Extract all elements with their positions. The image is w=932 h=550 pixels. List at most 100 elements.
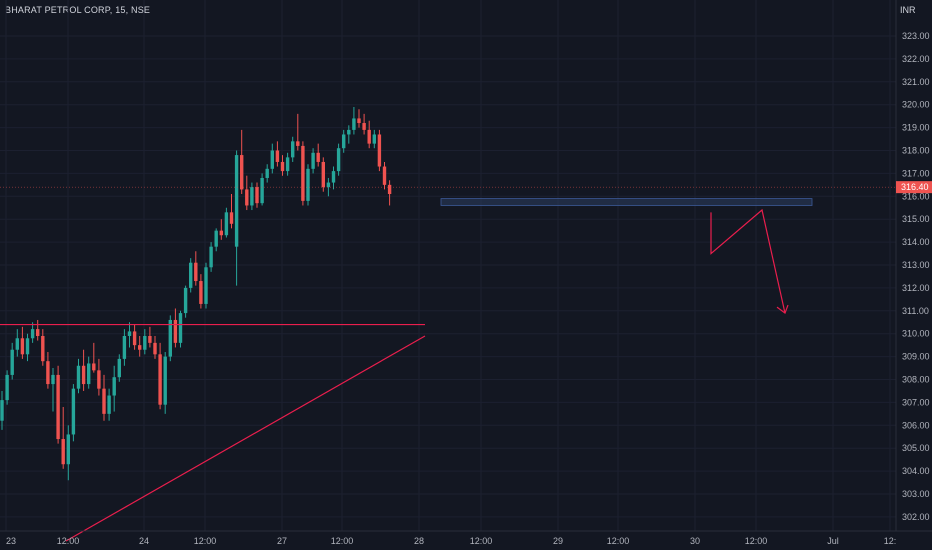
y-tick-label-17: 319.00 xyxy=(902,123,930,133)
candle-body-18 xyxy=(92,363,96,371)
candle-body-62 xyxy=(316,152,320,162)
candle-body-69 xyxy=(352,118,356,130)
candle-body-8 xyxy=(41,335,45,362)
y-tick-label-7: 309.00 xyxy=(902,352,930,362)
x-tick-label-2: 24 xyxy=(139,536,149,546)
candle-body-53 xyxy=(270,150,274,169)
candle-body-61 xyxy=(311,152,315,169)
candle-body-38 xyxy=(194,262,198,282)
y-tick-label-11: 313.00 xyxy=(902,260,930,270)
candle-body-48 xyxy=(245,189,249,206)
x-tick-label-5: 12:00 xyxy=(331,536,354,546)
y-tick-label-10: 312.00 xyxy=(902,283,930,293)
y-tick-label-18: 320.00 xyxy=(902,100,930,110)
candle-body-21 xyxy=(107,395,111,414)
candle-body-33 xyxy=(168,319,172,357)
y-tick-label-12: 314.00 xyxy=(902,237,930,247)
candle-body-30 xyxy=(153,342,157,355)
candle-body-19 xyxy=(97,370,101,389)
x-tick-label-1: 12:00 xyxy=(57,536,80,546)
candle-body-36 xyxy=(183,287,188,314)
y-tick-label-6: 308.00 xyxy=(902,375,930,385)
candle-body-43 xyxy=(219,230,223,236)
price-axis[interactable]: 302.00 303.00 304.00 305.00 306.00 307.00 308.… xyxy=(896,31,932,522)
last-price-label: 316.40 xyxy=(901,182,929,192)
candle-body-0 xyxy=(0,400,4,421)
x-tick-label-3: 12:00 xyxy=(194,536,217,546)
candle-body-66 xyxy=(336,148,341,172)
candle-body-45 xyxy=(229,212,234,224)
candle-body-14 xyxy=(71,388,76,435)
candle-body-17 xyxy=(87,363,91,385)
x-tick-label-4: 27 xyxy=(277,536,287,546)
y-tick-label-4: 306.00 xyxy=(902,420,930,430)
candle-body-46 xyxy=(234,155,239,247)
y-tick-label-3: 305.00 xyxy=(902,443,930,453)
candle-body-76 xyxy=(387,184,392,195)
y-tick-label-20: 322.00 xyxy=(902,54,930,64)
candle-body-71 xyxy=(362,123,366,130)
candle-body-42 xyxy=(214,230,218,247)
candle-body-51 xyxy=(260,177,264,204)
candle-body-28 xyxy=(143,335,147,350)
candle-body-39 xyxy=(199,281,203,304)
y-tick-label-9: 311.00 xyxy=(902,306,929,316)
candle-body-11 xyxy=(56,374,60,440)
y-tick-label-2: 304.00 xyxy=(902,466,930,476)
candle-body-55 xyxy=(280,161,285,172)
x-tick-label-0: 23 xyxy=(6,536,16,546)
x-tick-label-6: 28 xyxy=(414,536,424,546)
candle-body-56 xyxy=(285,157,290,172)
candle-body-26 xyxy=(132,331,137,346)
x-tick-label-7: 12:00 xyxy=(470,536,493,546)
y-tick-label-5: 307.00 xyxy=(902,397,930,407)
candle-body-70 xyxy=(357,118,361,124)
candle-body-47 xyxy=(240,155,244,190)
candle-body-72 xyxy=(367,129,371,144)
candle-body-52 xyxy=(265,168,269,178)
grid xyxy=(0,0,896,531)
candle-body-64 xyxy=(326,182,331,188)
candle-body-23 xyxy=(117,358,121,378)
candle-body-25 xyxy=(127,331,132,336)
y-tick-label-15: 317.00 xyxy=(902,168,930,178)
last-price-badge xyxy=(896,181,932,194)
candle-body-13 xyxy=(66,434,70,465)
candle-body-67 xyxy=(342,134,346,149)
candle-body-5 xyxy=(25,338,30,355)
candle-body-59 xyxy=(301,145,305,201)
candle-body-10 xyxy=(51,374,55,385)
y-tick-label-16: 318.00 xyxy=(902,146,930,156)
candle-body-44 xyxy=(224,212,229,236)
y-tick-label-21: 323.00 xyxy=(902,31,930,41)
y-tick-label-19: 321.00 xyxy=(902,77,930,87)
x-tick-label-13: 12: xyxy=(884,536,897,546)
time-axis[interactable]: 23 12:00 24 12:00 27 12:00 28 12:00 29 12:00 30 12:… xyxy=(6,536,896,546)
candle-body-68 xyxy=(347,129,351,135)
candle-body-50 xyxy=(255,187,259,204)
candle-body-12 xyxy=(61,439,65,465)
projection-arrowhead xyxy=(776,304,789,315)
candle-body-73 xyxy=(372,134,376,144)
projection-path xyxy=(710,208,786,314)
candle-body-31 xyxy=(158,354,162,405)
candle-body-41 xyxy=(209,246,213,268)
x-tick-label-9: 12:00 xyxy=(607,536,630,546)
trendline xyxy=(65,335,426,542)
support-zone xyxy=(440,198,813,206)
candle-body-60 xyxy=(306,168,310,201)
candle-body-2 xyxy=(10,349,14,375)
candle-body-6 xyxy=(30,329,35,339)
candle-body-35 xyxy=(178,313,183,343)
currency-label: INR xyxy=(900,5,916,15)
candle-body-32 xyxy=(163,356,167,405)
candle-body-24 xyxy=(122,335,127,359)
y-tick-label-14: 316.00 xyxy=(902,191,930,201)
y-tick-label-8: 310.00 xyxy=(902,329,930,339)
candle-body-27 xyxy=(138,345,142,350)
x-tick-label-8: 29 xyxy=(553,536,563,546)
candle-body-58 xyxy=(296,141,300,146)
candle-body-9 xyxy=(46,361,50,385)
y-tick-label-13: 315.00 xyxy=(902,214,930,224)
